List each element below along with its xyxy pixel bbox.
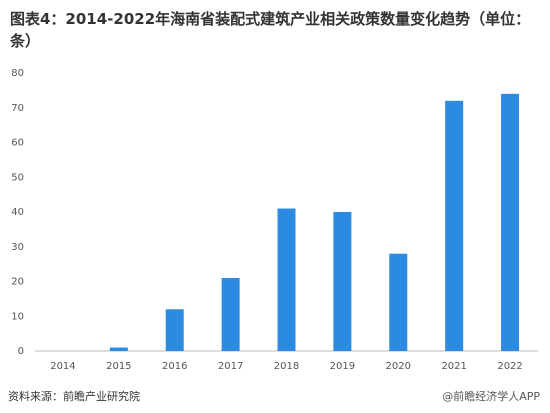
bar <box>277 208 296 351</box>
bar <box>333 212 352 351</box>
x-tick-label: 2016 <box>162 361 187 372</box>
bar <box>221 278 240 351</box>
chart-title: 图表4：2014-2022年海南省装配式建筑产业相关政策数量变化趋势（单位：条） <box>10 10 531 50</box>
y-tick-label: 40 <box>11 207 24 218</box>
y-tick-label: 70 <box>11 103 24 114</box>
y-tick-label: 50 <box>11 172 24 183</box>
bar <box>165 309 184 351</box>
watermark: @前瞻经济学人APP <box>442 390 540 403</box>
x-tick-label: 2020 <box>386 361 411 372</box>
x-tick-label: 2015 <box>106 361 131 372</box>
y-tick-label: 80 <box>11 68 24 79</box>
x-tick-label: 2014 <box>50 361 75 372</box>
bar <box>389 253 408 351</box>
x-tick-label: 2022 <box>497 361 522 372</box>
bar <box>445 100 464 351</box>
y-tick-label: 60 <box>11 138 24 149</box>
bar <box>109 347 128 351</box>
x-tick-label: 2018 <box>274 361 299 372</box>
bar <box>501 93 520 351</box>
x-tick-label: 2017 <box>218 361 243 372</box>
x-tick-label: 2019 <box>330 361 355 372</box>
x-tick-label: 2021 <box>441 361 466 372</box>
y-tick-label: 30 <box>11 242 24 253</box>
source-note: 资料来源：前瞻产业研究院 <box>8 390 140 403</box>
y-tick-label: 20 <box>11 277 24 288</box>
y-tick-label: 10 <box>11 311 24 322</box>
y-tick-label: 0 <box>18 346 24 357</box>
